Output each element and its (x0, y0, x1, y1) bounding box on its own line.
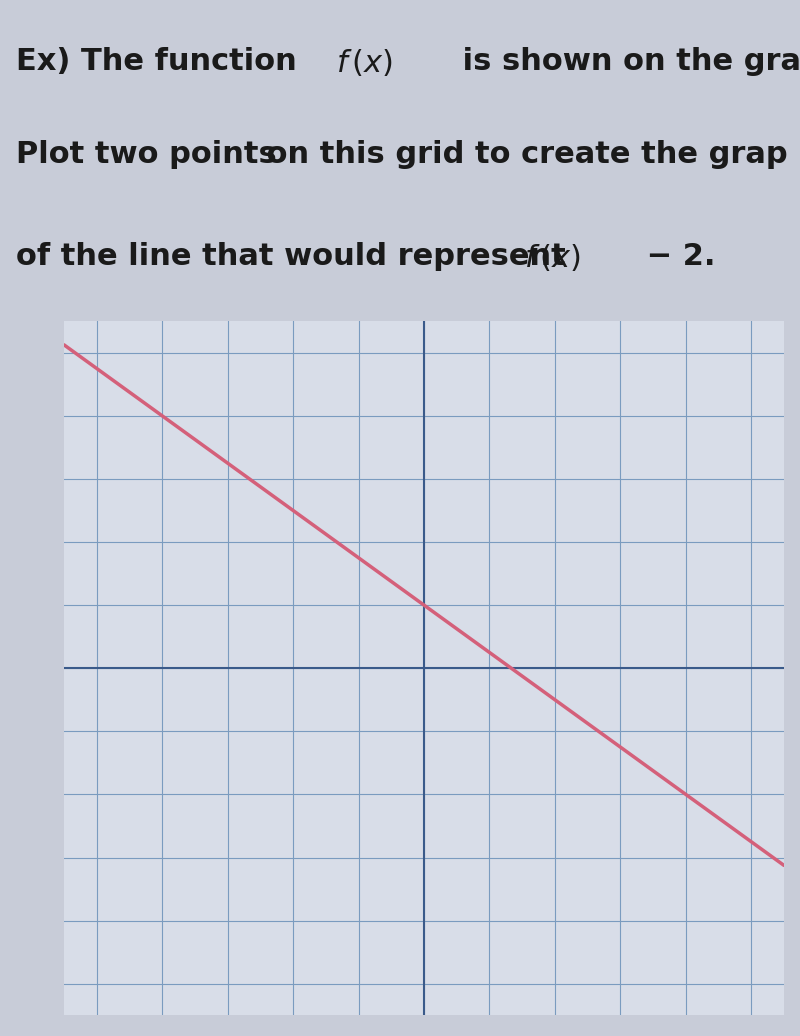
Text: is shown on the graph.: is shown on the graph. (452, 47, 800, 76)
Text: Ex) The function: Ex) The function (16, 47, 307, 76)
Text: $f\,(x)$: $f\,(x)$ (524, 242, 581, 274)
Text: Plot two points: Plot two points (16, 140, 277, 169)
Text: on this grid to create the grap: on this grid to create the grap (256, 140, 788, 169)
Text: $f\,(x)$: $f\,(x)$ (336, 47, 393, 78)
Text: − 2.: − 2. (636, 242, 715, 271)
Text: of the line that would represent: of the line that would represent (16, 242, 576, 271)
